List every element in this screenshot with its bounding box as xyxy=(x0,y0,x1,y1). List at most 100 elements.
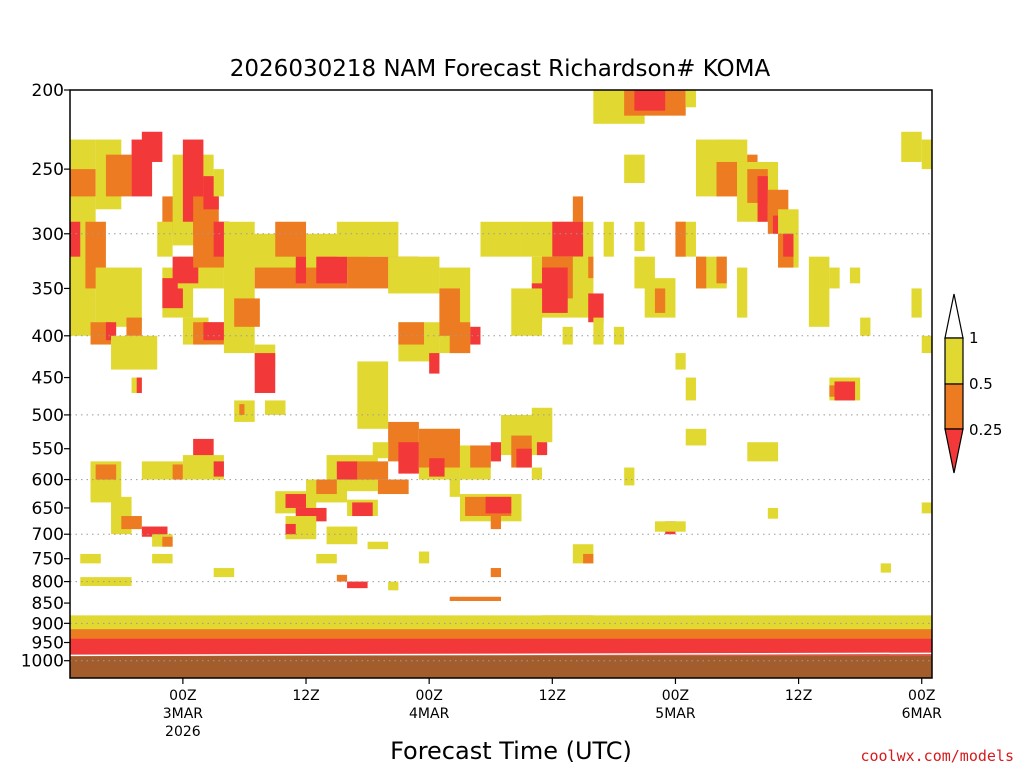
y-tick-label-700: 700 xyxy=(32,525,64,545)
ri-cell-o-87 xyxy=(172,464,183,480)
legend-bottom-arrow xyxy=(944,428,964,474)
y-tick-label-450: 450 xyxy=(32,369,64,389)
y-tick-label-600: 600 xyxy=(32,471,64,491)
y-tick-label-1000: 1000 xyxy=(21,652,64,672)
y-tick-label-300: 300 xyxy=(32,225,64,245)
ri-cell-o-188 xyxy=(490,568,501,578)
ri-cell-o-82 xyxy=(121,516,142,530)
ri-cell-o-33 xyxy=(275,221,307,257)
ri-cell-o-156 xyxy=(829,385,835,397)
x-tick-label-30-1: 4MAR xyxy=(409,706,450,722)
ri-cell-y-45 xyxy=(480,221,522,257)
ri-cell-r-48 xyxy=(254,353,276,393)
x-tick-label-6-0: 00Z xyxy=(169,688,196,704)
y-axis: 200 250 300 350 400 450 500 550 600 650 700 750 8008… xyxy=(21,81,70,672)
ri-cell-o-189 xyxy=(449,596,501,601)
ri-cell-o-103 xyxy=(336,574,348,582)
ri-cell-y-73 xyxy=(531,467,543,480)
heatmap-cells xyxy=(70,90,932,656)
ri-cell-o-52 xyxy=(239,404,245,415)
legend-top-arrow xyxy=(944,293,964,339)
ri-cell-o-127 xyxy=(675,221,686,257)
ri-cell-y-71 xyxy=(531,407,553,443)
ri-cell-r-104 xyxy=(347,581,368,589)
ri-cell-y-171 xyxy=(921,502,932,514)
ri-cell-y-185 xyxy=(80,553,101,564)
ri-cell-r-70 xyxy=(516,448,532,468)
ri-cell-y-124 xyxy=(685,90,696,108)
ri-cell-r-34 xyxy=(295,256,307,284)
dotted-gridlines xyxy=(70,233,932,662)
ri-cell-y-178 xyxy=(624,467,635,486)
ri-cell-r-44 xyxy=(470,326,481,345)
ri-cell-y-187 xyxy=(213,568,235,578)
credit-text: coolwx.com/models xyxy=(860,747,1014,765)
plot-frame xyxy=(69,89,933,679)
ri-cell-r-90 xyxy=(213,461,224,477)
legend-label-0: 1 xyxy=(969,329,979,347)
y-tick-label-800: 800 xyxy=(32,573,64,593)
ri-cell-y-186 xyxy=(152,553,173,564)
ri-cell-o-30 xyxy=(234,298,260,327)
ri-cell-y-74 xyxy=(449,479,460,497)
ri-cell-r-155 xyxy=(834,381,856,401)
ri-cell-o-180 xyxy=(583,553,594,564)
ri-cell-r-50 xyxy=(136,377,142,393)
ri-cell-y-64 xyxy=(372,442,389,459)
x-tick-label-54-0: 00Z xyxy=(662,688,689,704)
ri-cell-y-21 xyxy=(213,169,224,197)
y-tick-label-500: 500 xyxy=(32,406,64,426)
ri-cell-r-199 xyxy=(70,638,932,656)
ri-cell-o-95 xyxy=(316,479,337,495)
ri-cell-y-153 xyxy=(747,442,779,462)
ri-cell-y-183 xyxy=(388,581,399,591)
ri-cell-y-117 xyxy=(603,221,614,257)
ri-cell-y-54 xyxy=(357,361,389,429)
ri-cell-o-63 xyxy=(377,479,409,495)
ri-cell-y-143 xyxy=(808,256,830,327)
legend-orange xyxy=(944,383,964,430)
ri-cell-y-149 xyxy=(685,377,696,401)
ri-cell-r-107 xyxy=(552,221,584,257)
ri-cell-y-98 xyxy=(326,526,358,545)
x-tick-label-18-0: 12Z xyxy=(292,688,319,704)
ri-cell-y-102 xyxy=(316,553,337,564)
legend-label-2: 0.25 xyxy=(969,421,1002,439)
ri-cell-o-80 xyxy=(95,464,117,480)
x-axis-label: Forecast Time (UTC) xyxy=(390,737,632,765)
ri-cell-r-35 xyxy=(316,256,348,284)
ri-cell-r-92 xyxy=(285,494,307,508)
ri-cell-y-152 xyxy=(685,428,707,446)
ri-cell-y-159 xyxy=(911,288,922,318)
ri-cell-y-125 xyxy=(624,154,645,184)
y-tick-label-250: 250 xyxy=(32,160,64,180)
ri-cell-r-59 xyxy=(429,458,445,477)
ri-cell-r-137 xyxy=(757,176,768,222)
ri-cell-y-112 xyxy=(511,288,543,336)
ri-cell-y-148 xyxy=(675,353,686,370)
x-tick-label-66-0: 12Z xyxy=(785,688,812,704)
ri-cell-r-56 xyxy=(398,442,419,474)
ground-edge xyxy=(69,652,933,657)
legend-yellow xyxy=(944,337,964,385)
ri-cell-y-151 xyxy=(634,221,645,252)
ri-cell-o-43 xyxy=(449,322,471,354)
ri-cell-o-105 xyxy=(572,196,584,234)
ri-cell-o-115 xyxy=(588,256,594,279)
ri-cell-o-130 xyxy=(716,256,727,284)
ri-cell-o-66 xyxy=(470,445,491,468)
ri-cell-o-120 xyxy=(654,288,666,313)
ri-cell-y-116 xyxy=(562,326,573,345)
ri-cell-y-131 xyxy=(737,267,748,318)
ri-cell-o-78 xyxy=(490,516,501,530)
ri-cell-y-53 xyxy=(264,400,286,415)
y-tick-label-850: 850 xyxy=(32,594,64,614)
chart-title: 2026030218 NAM Forecast Richardson# KOMA xyxy=(230,56,771,82)
ri-cell-o-5 xyxy=(105,154,132,197)
legend-colorbar: 1 0.5 0.25 xyxy=(944,293,1002,474)
ri-cell-y-184 xyxy=(80,577,132,586)
x-tick-label-78-1: 6MAR xyxy=(902,706,943,722)
y-tick-label-200: 200 xyxy=(32,81,64,101)
ri-cell-r-142 xyxy=(783,233,794,257)
y-tick-label-400: 400 xyxy=(32,327,64,347)
